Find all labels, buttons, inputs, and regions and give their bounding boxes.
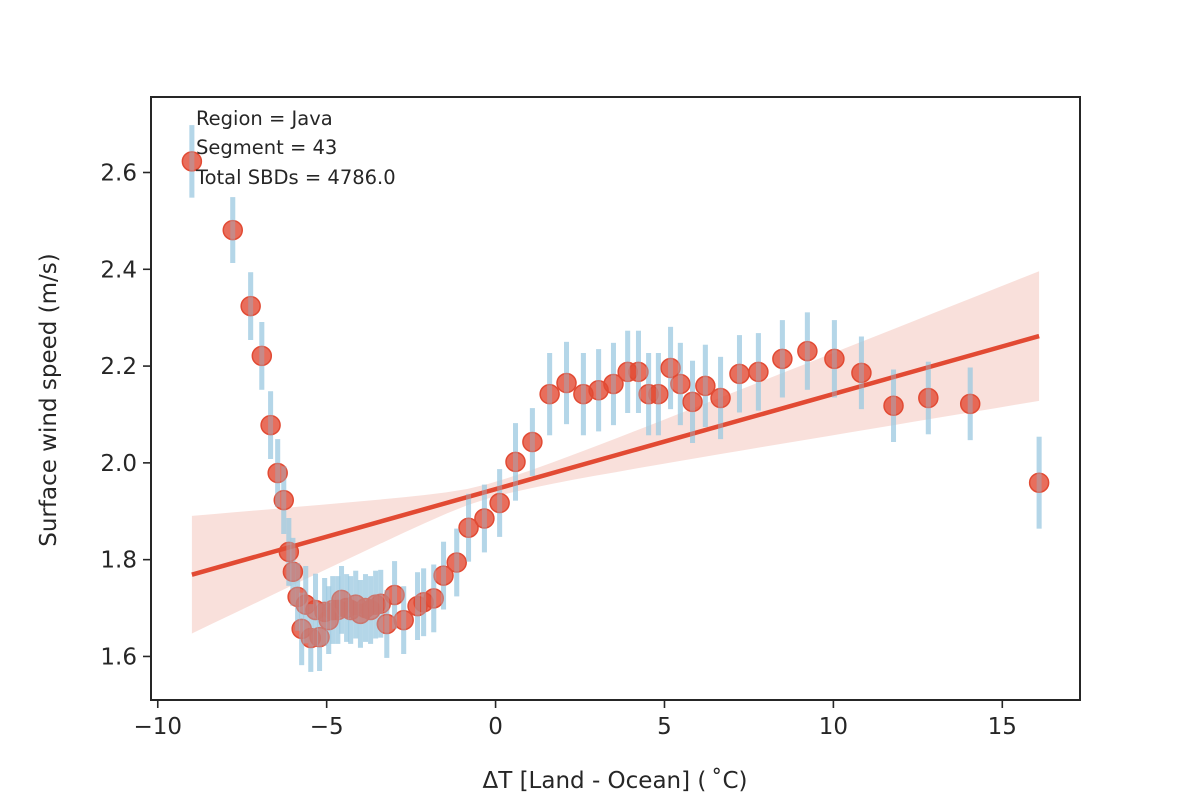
regression-line bbox=[191, 333, 1040, 577]
regression-line-layer bbox=[191, 333, 1040, 577]
data-point bbox=[309, 626, 330, 648]
annotation-region: Region = Java bbox=[196, 107, 333, 130]
data-point bbox=[282, 561, 304, 583]
data-point bbox=[251, 345, 273, 367]
data-point bbox=[660, 357, 681, 379]
y-axis-label: Surface wind speed (m/s) bbox=[36, 253, 62, 547]
data-point bbox=[628, 361, 649, 383]
annotation-box: Region = Java Segment = 43 Total SBDs = … bbox=[195, 107, 396, 189]
x-tick-label: 10 bbox=[819, 714, 848, 740]
data-point bbox=[240, 295, 261, 317]
x-axis-label: ΔT [Land - Ocean] ( ˚C) bbox=[482, 767, 747, 794]
annotation-total-sbds: Total SBDs = 4786.0 bbox=[195, 166, 396, 189]
x-tick-label: 0 bbox=[488, 714, 503, 740]
data-point bbox=[522, 431, 543, 453]
data-point bbox=[433, 565, 454, 586]
x-axis: −10 −5 0 5 10 15 bbox=[133, 700, 1017, 740]
data-point bbox=[1028, 472, 1050, 493]
x-tick-label: −5 bbox=[310, 714, 344, 740]
y-tick-label: 2.2 bbox=[100, 354, 137, 380]
data-point bbox=[772, 348, 793, 370]
y-tick-label: 1.8 bbox=[100, 548, 137, 574]
plot-area bbox=[181, 125, 1050, 672]
data-point bbox=[824, 348, 845, 370]
data-point bbox=[458, 517, 479, 538]
data-point bbox=[181, 151, 203, 172]
data-point bbox=[393, 609, 414, 631]
data-point bbox=[423, 588, 445, 609]
axes-frame bbox=[150, 96, 1081, 701]
data-point bbox=[260, 414, 281, 436]
data-point bbox=[648, 383, 669, 405]
data-point bbox=[748, 361, 769, 383]
data-point bbox=[695, 375, 716, 397]
y-tick-label: 1.6 bbox=[100, 644, 137, 670]
x-tick-label: 5 bbox=[657, 714, 672, 740]
data-point bbox=[670, 373, 691, 395]
point-layer bbox=[181, 125, 1050, 672]
y-tick-label: 2.4 bbox=[100, 257, 137, 283]
data-point bbox=[959, 393, 981, 415]
data-point bbox=[222, 219, 244, 241]
data-point bbox=[278, 541, 300, 563]
data-point bbox=[505, 451, 526, 473]
data-point bbox=[883, 395, 904, 417]
x-tick-label: −10 bbox=[133, 714, 182, 740]
data-point bbox=[474, 508, 495, 529]
data-point bbox=[556, 372, 577, 394]
y-tick-label: 2.0 bbox=[100, 451, 137, 477]
data-point bbox=[710, 387, 731, 409]
data-point bbox=[851, 362, 872, 384]
annotation-segment: Segment = 43 bbox=[196, 136, 337, 159]
y-tick-label: 2.6 bbox=[100, 160, 137, 186]
data-point bbox=[797, 340, 818, 362]
data-point bbox=[682, 391, 703, 413]
data-point bbox=[603, 373, 624, 395]
data-point bbox=[489, 492, 510, 514]
data-point bbox=[539, 383, 560, 405]
data-point bbox=[446, 552, 467, 573]
data-point bbox=[273, 489, 295, 511]
x-tick-label: 15 bbox=[988, 714, 1017, 740]
data-point bbox=[267, 462, 288, 484]
y-axis: 1.6 1.8 2.0 2.2 2.4 2.6 bbox=[100, 160, 151, 670]
data-point bbox=[384, 584, 405, 606]
data-point bbox=[918, 387, 939, 409]
